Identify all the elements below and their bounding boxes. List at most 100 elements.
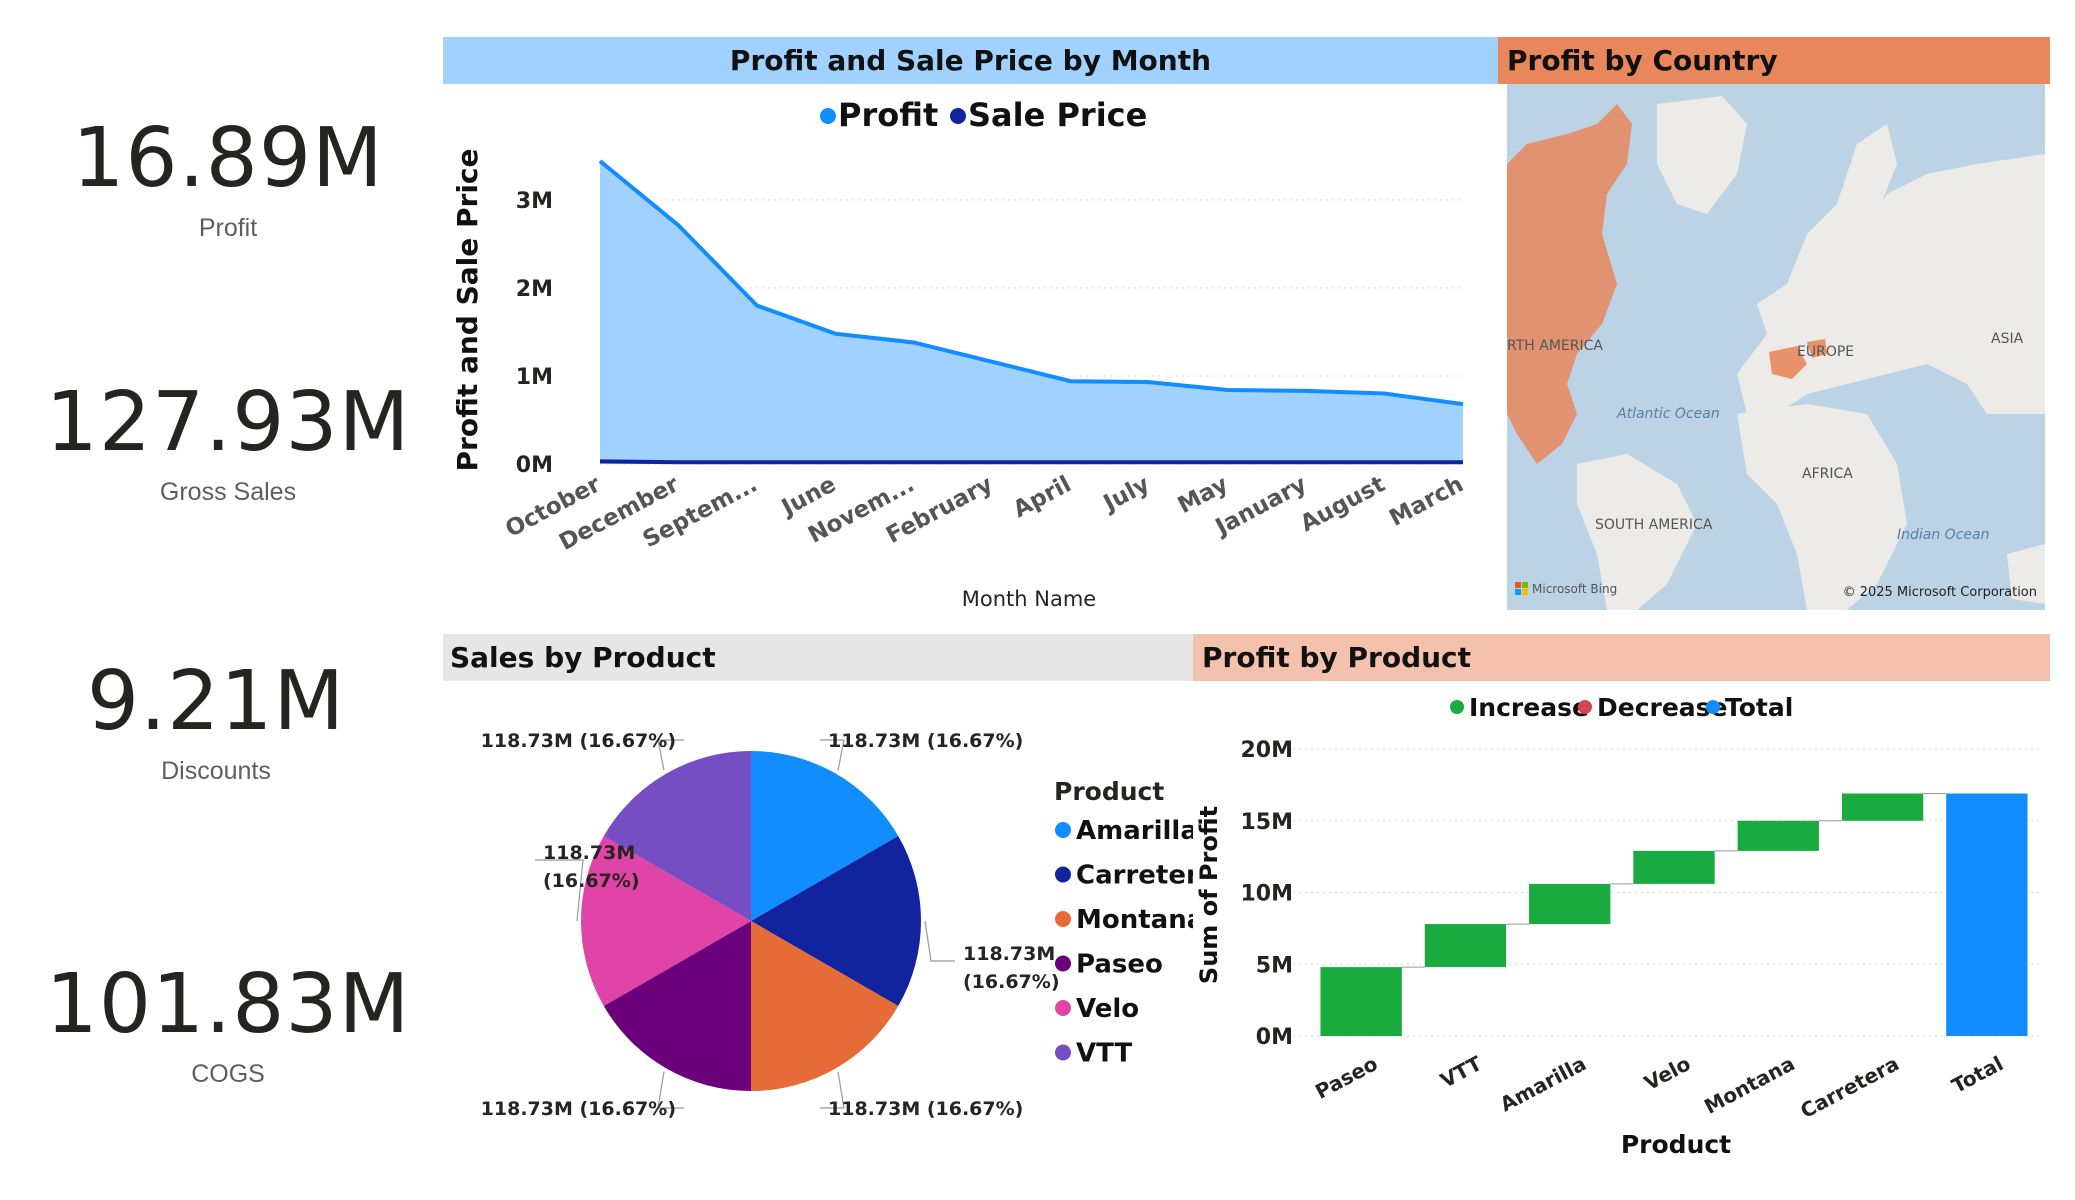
waterfall-legend-total[interactable]: Total — [1725, 693, 1793, 722]
pie-data-label: 118.73M (16.67%) — [828, 1098, 1023, 1120]
pie-slice-amarilla[interactable] — [751, 751, 899, 921]
europe-highlight[interactable] — [1769, 346, 1807, 379]
waterfall-y-axis-title: Sum of Profit — [1195, 806, 1223, 984]
header-profit-country: Profit by Country — [1498, 37, 2050, 84]
waterfall-bar-paseo[interactable] — [1320, 967, 1402, 1036]
kpi-cogs: 101.83M COGS — [38, 964, 418, 1089]
pie-legend-marker — [1055, 822, 1071, 838]
kpi-discounts: 9.21M Discounts — [26, 661, 406, 786]
pie-data-label: 118.73M (16.67%) — [963, 943, 1060, 993]
waterfall-bar-amarilla[interactable] — [1529, 883, 1611, 925]
kpi-gross-sales: 127.93M Gross Sales — [38, 382, 418, 507]
waterfall-y-tick: 15M — [1240, 810, 1293, 835]
oceania-shape — [2007, 544, 2045, 604]
pie-leader-line — [535, 859, 584, 922]
waterfall-legend-decrease[interactable]: Decrease — [1597, 693, 1728, 722]
kpi-discounts-label: Discounts — [161, 757, 271, 785]
pie-slice-velo[interactable] — [581, 836, 751, 1006]
pie-legend-item-montana[interactable]: Montana — [1076, 905, 1193, 935]
pie-slice-paseo[interactable] — [603, 921, 751, 1091]
waterfall-x-tick: VTT — [1436, 1051, 1486, 1093]
area-y-axis-title: Profit and Sale Price — [451, 149, 484, 472]
waterfall-x-tick: Amarilla — [1496, 1051, 1590, 1116]
waterfall-x-tick: Carretera — [1796, 1051, 1903, 1123]
map-label-asia: ASIA — [1991, 331, 2024, 347]
pie-legend-item-carretera[interactable]: Carretera — [1076, 861, 1193, 891]
pie-legend-item-amarilla[interactable]: Amarilla — [1076, 816, 1193, 846]
profit-country-map[interactable]: RTH AMERICA EUROPE ASIA Atlantic Ocean A… — [1507, 84, 2045, 610]
waterfall-legend-increase[interactable]: Increase — [1469, 693, 1589, 722]
waterfall-x-tick: Paseo — [1311, 1051, 1381, 1104]
map-label-south-america: SOUTH AMERICA — [1595, 517, 1713, 533]
greenland-shape — [1657, 96, 1747, 214]
profit-area-fill — [600, 161, 1463, 464]
legend-marker-1 — [950, 108, 966, 124]
pie-legend-item-velo[interactable]: Velo — [1076, 994, 1139, 1024]
waterfall-legend-marker — [1578, 700, 1592, 714]
waterfall-bar-montana[interactable] — [1737, 820, 1819, 851]
legend-marker-0 — [820, 108, 836, 124]
header-sales-product: Sales by Product — [443, 634, 1193, 681]
kpi-gross-sales-label: Gross Sales — [159, 478, 297, 506]
kpi-profit-value: 16.89M — [72, 111, 384, 206]
pie-leader-line — [657, 739, 684, 771]
pie-slice-carretera[interactable] — [751, 836, 921, 1006]
south-america-shape — [1577, 454, 1697, 610]
pie-legend-marker — [1055, 866, 1071, 883]
kpi-profit-label: Profit — [198, 214, 258, 242]
pie-legend-title: Product — [1054, 777, 1164, 806]
profit-series-line[interactable] — [598, 159, 1464, 407]
waterfall-legend-marker — [1706, 700, 1720, 714]
map-attribution-copyright: © 2025 Microsoft Corporation — [1843, 585, 2037, 600]
area-x-tick: August — [1296, 471, 1389, 537]
germany-highlight[interactable] — [1807, 339, 1827, 358]
pie-leader-line — [924, 920, 955, 962]
legend-label-0[interactable]: Profit — [838, 96, 938, 134]
kpi-discounts-value: 9.21M — [86, 654, 346, 749]
pie-data-label: 118.73M (16.67%) — [481, 730, 676, 752]
map-label-atlantic: Atlantic Ocean — [1616, 406, 1720, 422]
pie-slice-montana[interactable] — [751, 921, 899, 1091]
waterfall-bar-velo[interactable] — [1633, 850, 1715, 884]
kpi-gross-sales-value: 127.93M — [45, 375, 411, 470]
kpi-card-background — [38, 37, 443, 292]
waterfall-bar-carretera[interactable] — [1841, 793, 1924, 821]
waterfall-x-tick: Velo — [1640, 1051, 1694, 1095]
north-america-highlight[interactable] — [1507, 104, 1632, 464]
map-attribution-bing: Microsoft Bing — [1532, 582, 1617, 596]
africa-shape — [1737, 404, 1907, 610]
pie-leader-line — [820, 739, 845, 771]
area-x-tick: April — [1009, 471, 1075, 523]
area-y-tick: 1M — [516, 365, 553, 390]
pie-slice-vtt[interactable] — [603, 751, 751, 921]
waterfall-bar-total[interactable] — [1946, 793, 2028, 1036]
waterfall-y-tick: 20M — [1240, 738, 1293, 763]
waterfall-x-axis-title: Product — [1621, 1130, 1731, 1159]
waterfall-y-tick: 10M — [1240, 882, 1293, 907]
pie-data-label: 118.73M (16.67%) — [828, 730, 1023, 752]
area-y-tick: 2M — [516, 277, 553, 302]
pie-data-label: 118.73M (16.67%) — [543, 842, 640, 892]
pie-legend-marker — [1055, 1000, 1071, 1016]
waterfall-bar-vtt[interactable] — [1424, 924, 1507, 968]
area-x-tick: July — [1098, 471, 1154, 517]
sales-product-pie-chart[interactable]: 118.73M (16.67%) 118.73M (16.67%) 118.73M (… — [443, 685, 1193, 1165]
sale-price-series-line[interactable] — [599, 459, 1463, 465]
map-label-north-america: RTH AMERICA — [1507, 338, 1603, 354]
microsoft-logo-icon — [1515, 582, 1528, 595]
pie-legend-item-paseo[interactable]: Paseo — [1076, 950, 1163, 980]
pie-legend-item-vtt[interactable]: VTT — [1076, 1039, 1132, 1069]
pie-data-label: 118.73M (16.67%) — [481, 1098, 676, 1120]
legend-label-1[interactable]: Sale Price — [968, 96, 1147, 134]
map-label-europe: EUROPE — [1797, 344, 1854, 360]
pie-legend-marker — [1055, 1044, 1071, 1061]
waterfall-x-tick: Montana — [1700, 1051, 1798, 1119]
area-x-axis-title: Month Name — [962, 587, 1096, 611]
header-profit-product: Profit by Product — [1193, 634, 2050, 681]
area-y-tick: 0M — [516, 453, 553, 478]
map-label-africa: AFRICA — [1802, 466, 1853, 482]
pie-legend-marker — [1055, 955, 1071, 972]
header-profit-sale-month: Profit and Sale Price by Month — [443, 37, 1498, 84]
